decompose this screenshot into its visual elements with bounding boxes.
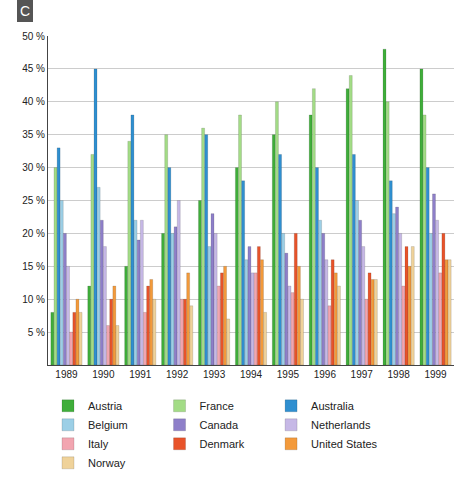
svg-text:Austria: Austria [88, 400, 123, 412]
svg-text:Denmark: Denmark [200, 438, 245, 450]
svg-text:30 %: 30 % [22, 162, 45, 173]
svg-text:20 %: 20 % [22, 228, 45, 239]
svg-text:1990: 1990 [92, 369, 115, 380]
svg-text:50 %: 50 % [22, 31, 45, 42]
svg-text:1989: 1989 [55, 369, 78, 380]
svg-text:Norway: Norway [88, 457, 126, 469]
svg-text:C: C [20, 3, 30, 19]
svg-text:1999: 1999 [424, 369, 447, 380]
svg-text:5 %: 5 % [28, 327, 45, 338]
svg-text:Belgium: Belgium [88, 419, 128, 431]
svg-text:1995: 1995 [277, 369, 300, 380]
svg-text:1994: 1994 [240, 369, 263, 380]
svg-text:France: France [200, 400, 234, 412]
svg-text:Italy: Italy [88, 438, 109, 450]
svg-text:Netherlands: Netherlands [311, 419, 371, 431]
svg-text:35 %: 35 % [22, 129, 45, 140]
svg-text:15 %: 15 % [22, 261, 45, 272]
svg-text:10 %: 10 % [22, 294, 45, 305]
svg-text:1996: 1996 [314, 369, 337, 380]
svg-text:1997: 1997 [351, 369, 374, 380]
svg-text:1992: 1992 [166, 369, 189, 380]
svg-text:Australia: Australia [311, 400, 355, 412]
svg-text:45 %: 45 % [22, 63, 45, 74]
svg-text:1991: 1991 [129, 369, 152, 380]
svg-text:1993: 1993 [203, 369, 226, 380]
svg-text:25 %: 25 % [22, 195, 45, 206]
svg-text:Canada: Canada [200, 419, 239, 431]
svg-text:1998: 1998 [388, 369, 411, 380]
svg-text:United States: United States [311, 438, 378, 450]
svg-text:40 %: 40 % [22, 96, 45, 107]
